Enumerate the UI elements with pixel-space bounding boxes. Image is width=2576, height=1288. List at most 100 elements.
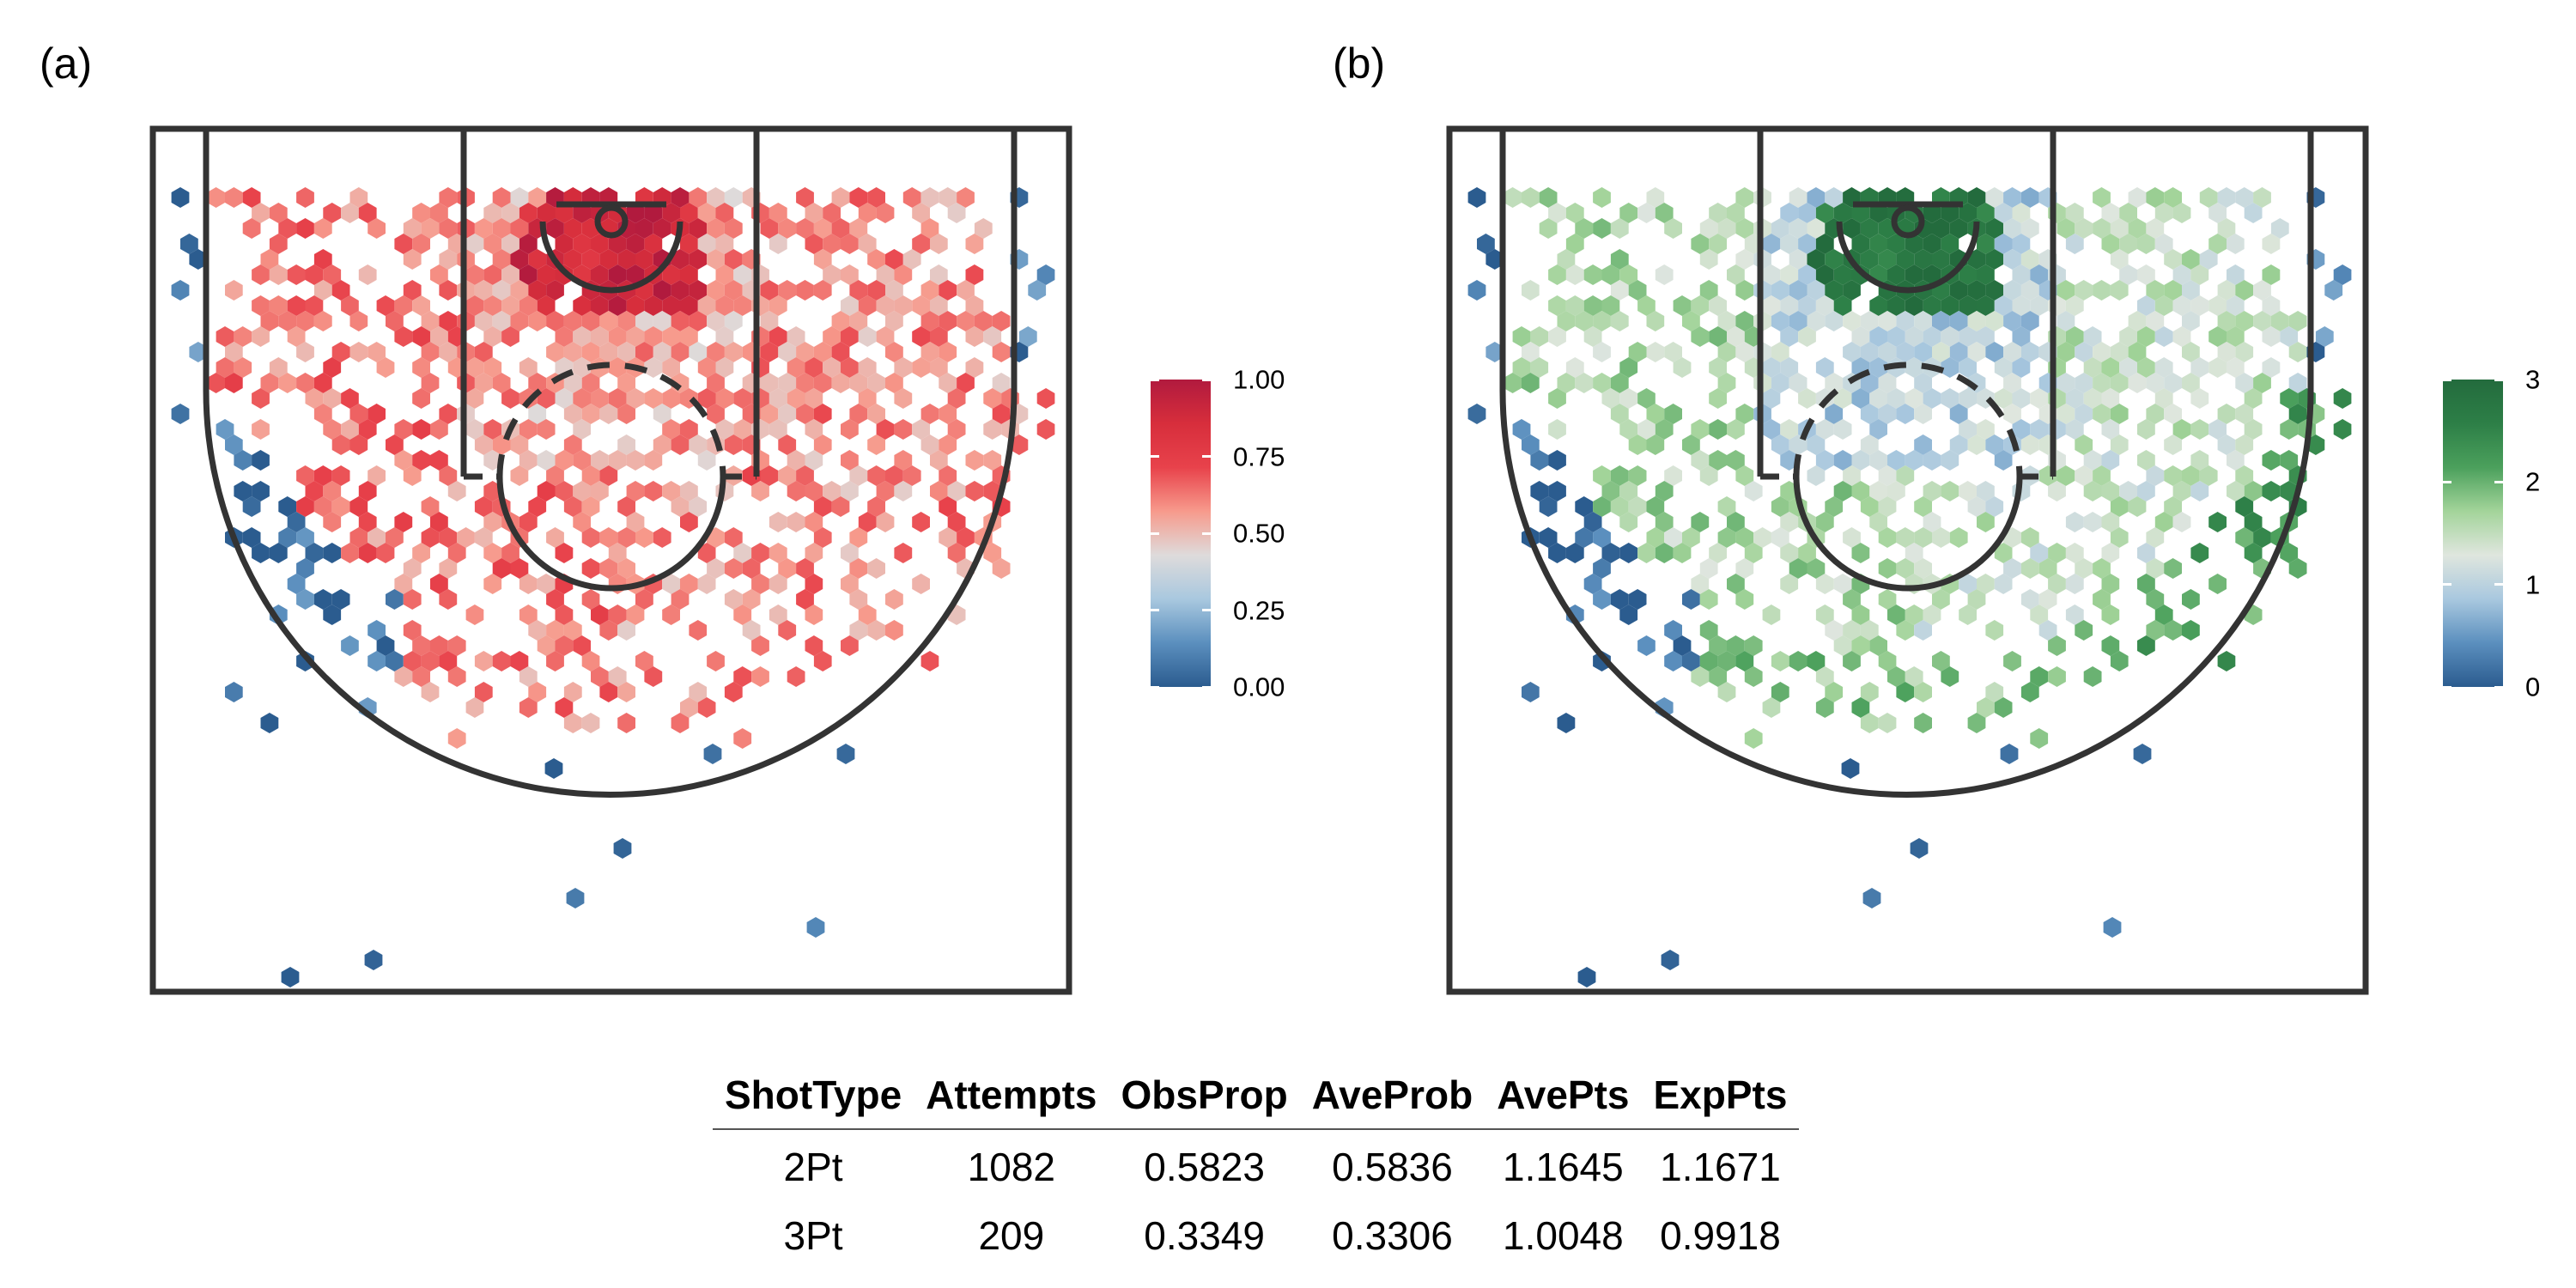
hexbin-cell (1994, 203, 2013, 223)
hexbin-cell (1780, 574, 1799, 594)
hexbin-cell (1941, 450, 1959, 471)
hexbin-cell (2208, 295, 2227, 316)
hexbin-cell (823, 203, 841, 223)
hexbin-cell (591, 666, 609, 687)
hexbin-cell (1910, 838, 1929, 859)
hexbin-cell (563, 311, 582, 331)
hexbin-cell (1619, 264, 1638, 285)
hexbin-cell (1771, 651, 1789, 671)
hexbin-cell (2110, 527, 2129, 548)
hexbin-cell (876, 203, 895, 223)
hexbin-cell (439, 589, 458, 610)
hexbin-cell (1869, 512, 1887, 532)
hexbin-cell (626, 388, 645, 409)
hexbin-cell (617, 713, 635, 733)
hexbin-cell (1628, 496, 1647, 517)
hexbin-cell (613, 838, 632, 859)
hexbin-cell (1905, 543, 1923, 563)
hexbin-cell (858, 326, 877, 347)
hexbin-cell (364, 950, 383, 970)
hexbin-cell (430, 264, 448, 285)
hexbin-cell (1565, 543, 1584, 563)
hexbin-cell (368, 527, 386, 548)
hexbin-cell (403, 589, 422, 610)
hexbin-cell (724, 280, 743, 301)
hexbin-cell (778, 342, 797, 362)
hexbin-cell (1036, 264, 1055, 285)
hexbin-cell (386, 589, 404, 610)
hexbin-cell (1977, 326, 1995, 347)
hexbin-cell (715, 419, 734, 440)
hexbin-cell (1905, 605, 1923, 625)
hexbin-cell (1557, 373, 1576, 393)
hexbin-cell (528, 496, 547, 517)
hexbin-cell (394, 326, 413, 347)
hexbin-cell (858, 605, 877, 625)
hexbin-cell (519, 450, 538, 471)
hexbin-cell (662, 326, 680, 347)
hexbin-cell (1619, 605, 1638, 625)
hexbin-cell (439, 527, 458, 548)
hexbin-cell (662, 419, 680, 440)
hexbin-cell (474, 280, 493, 301)
hexbin-cell (2154, 295, 2173, 316)
hexbin-cell (573, 203, 591, 223)
hexbin-cell (2182, 620, 2200, 641)
hexbin-cell (1699, 651, 1718, 671)
hexbin-cell (563, 249, 582, 270)
hexbin-cell (2030, 295, 2049, 316)
colorbar-tick-mark (1202, 532, 1211, 535)
hexbin-cell (930, 450, 948, 471)
hexbin-cell (1477, 234, 1495, 254)
hexbin-cell (474, 311, 493, 331)
hexbin-cell (1717, 311, 1736, 331)
hexbin-cell (278, 311, 297, 331)
hexbin-cell (1860, 373, 1879, 393)
hexbin-cell (2182, 249, 2200, 270)
hexbin-cell (2235, 465, 2254, 486)
hexbin-cell (2235, 187, 2254, 208)
hexbin-cell (341, 295, 359, 316)
hexbin-cell (1557, 713, 1576, 733)
hexbin-cell (537, 419, 556, 440)
hexbin-cell (260, 311, 279, 331)
hexbin-cell (1565, 234, 1584, 254)
hexbin-cell (2137, 635, 2155, 656)
hexbin-cell (1843, 280, 1861, 301)
hexbin-cell (626, 264, 645, 285)
hexbin-cell (2030, 728, 2049, 749)
hexbin-cell (1994, 234, 2013, 254)
hexbin-cell (2012, 295, 2031, 316)
hexbin-cell (1851, 481, 1870, 501)
hexbin-cell (947, 203, 966, 223)
colorbar-tick-label: 0.50 (1233, 518, 1285, 549)
hexbin-cell (1932, 342, 1950, 362)
hexbin-cell (1548, 450, 1566, 471)
hexbin-cell (313, 280, 332, 301)
hexbin-cell (2128, 311, 2147, 331)
hexbin-cell (671, 434, 690, 455)
hexbin-cell (331, 496, 350, 517)
hexbin-cell (447, 543, 466, 563)
hexbin-cell (1941, 326, 1959, 347)
hexbin-cell (2101, 574, 2120, 594)
hexbin-cell (724, 311, 743, 331)
hexbin-cell (849, 465, 868, 486)
hexbin-cell (510, 311, 529, 331)
hexbin-cell (831, 373, 850, 393)
hexbin-cell (689, 434, 708, 455)
hexbin-cell (394, 419, 413, 440)
hexbin-cell (2154, 605, 2173, 625)
hexbin-cell (2154, 388, 2173, 409)
hexbin-cell (608, 666, 627, 687)
hexbin-cell (421, 527, 440, 548)
hexbin-cell (1843, 218, 1861, 239)
hexbin-cell (939, 496, 957, 517)
hexbin-cell (983, 388, 1002, 409)
hexbin-cell (920, 404, 939, 424)
hexbin-cell (412, 419, 430, 440)
hexbin-cell (2137, 481, 2155, 501)
hexbin-cell (234, 481, 252, 501)
hexbin-cell (242, 187, 261, 208)
hexbin-cell (430, 574, 448, 594)
